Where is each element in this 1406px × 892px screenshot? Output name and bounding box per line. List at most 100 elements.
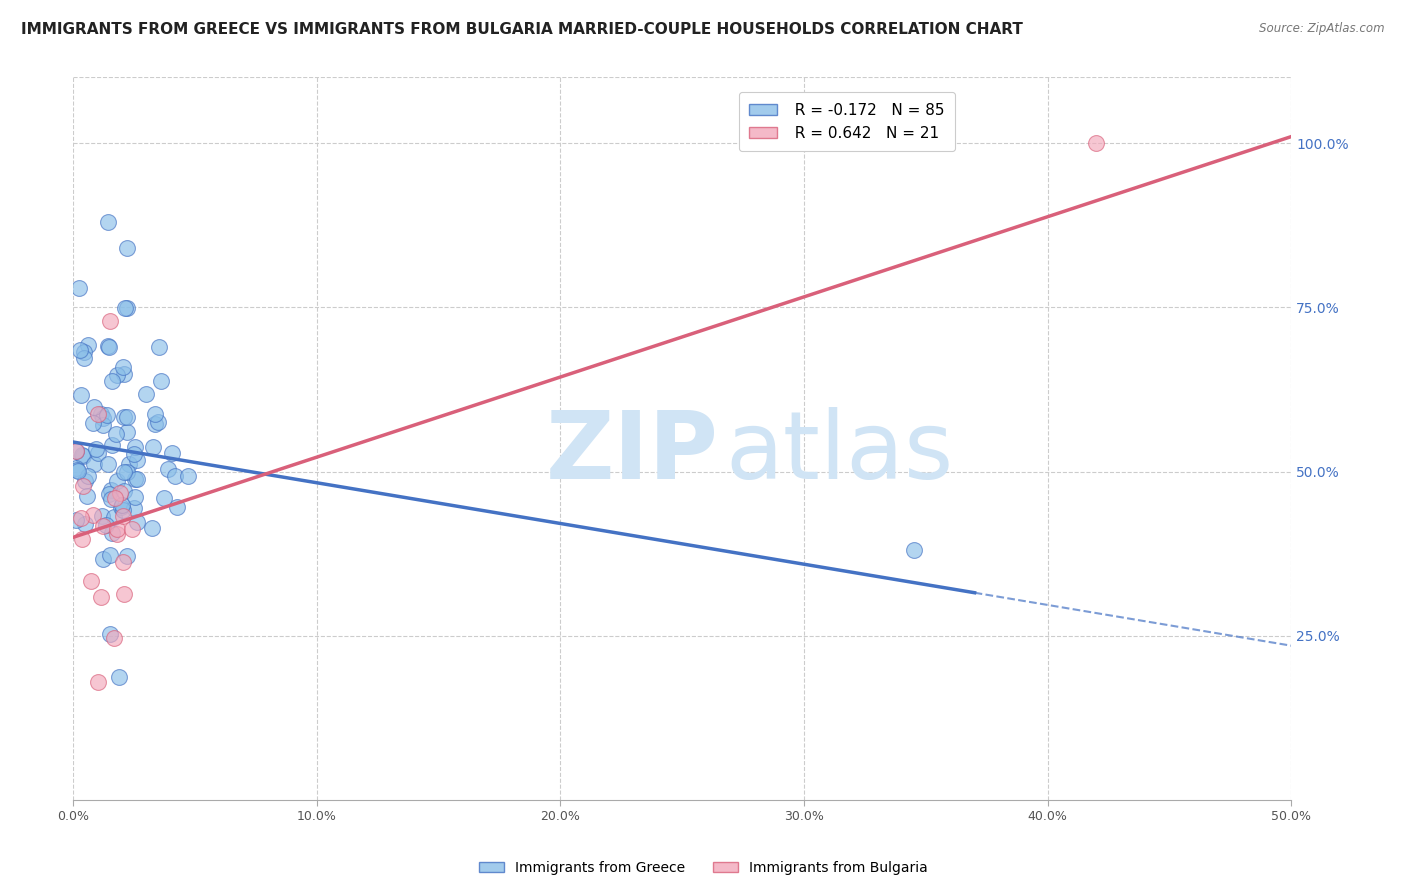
Point <box>98 548 121 562</box>
Point <box>163 468 186 483</box>
Point <box>110 500 132 514</box>
Point <box>70 388 93 402</box>
Point <box>100 491 122 506</box>
Point <box>148 340 170 354</box>
Point <box>65 444 87 458</box>
Point <box>124 447 146 461</box>
Point <box>84 442 107 457</box>
Point <box>82 508 104 523</box>
Point <box>1085 136 1108 150</box>
Point <box>112 483 135 498</box>
Point <box>124 490 146 504</box>
Point <box>101 525 124 540</box>
Point <box>105 522 128 536</box>
Point <box>97 340 120 354</box>
Point <box>117 425 139 440</box>
Text: ZIP: ZIP <box>546 408 718 500</box>
Point <box>127 515 149 529</box>
Point <box>77 338 100 352</box>
Point <box>124 472 146 486</box>
Point <box>148 415 170 429</box>
Point <box>121 523 143 537</box>
Point <box>91 411 114 425</box>
Point <box>122 500 145 515</box>
Point <box>100 374 122 388</box>
Point <box>166 500 188 514</box>
Point <box>105 526 128 541</box>
Point <box>72 448 94 462</box>
Point <box>80 574 103 589</box>
Point <box>97 215 120 229</box>
Point <box>142 440 165 454</box>
Point <box>91 551 114 566</box>
Point <box>98 487 121 501</box>
Point <box>75 516 97 531</box>
Point <box>97 457 120 471</box>
Point <box>112 465 135 479</box>
Text: IMMIGRANTS FROM GREECE VS IMMIGRANTS FROM BULGARIA MARRIED-COUPLE HOUSEHOLDS COR: IMMIGRANTS FROM GREECE VS IMMIGRANTS FRO… <box>21 22 1024 37</box>
Point <box>72 449 94 463</box>
Point <box>73 474 96 488</box>
Point <box>66 463 89 477</box>
Point <box>73 351 96 366</box>
Point <box>112 367 135 381</box>
Point <box>118 457 141 471</box>
Point <box>156 462 179 476</box>
Point <box>162 446 184 460</box>
Point <box>105 474 128 488</box>
Point <box>90 590 112 604</box>
Point <box>112 359 135 374</box>
Point <box>112 409 135 424</box>
Point <box>72 479 94 493</box>
Legend:   R = -0.172   N = 85,   R = 0.642   N = 21: R = -0.172 N = 85, R = 0.642 N = 21 <box>738 92 955 152</box>
Point <box>111 503 134 517</box>
Point <box>76 468 98 483</box>
Point <box>104 491 127 505</box>
Point <box>143 417 166 431</box>
Point <box>111 498 134 512</box>
Point <box>115 465 138 479</box>
Point <box>98 313 121 327</box>
Point <box>108 671 131 685</box>
Point <box>110 486 132 500</box>
Point <box>70 532 93 546</box>
Point <box>117 410 139 425</box>
Point <box>115 549 138 563</box>
Point <box>96 408 118 422</box>
Point <box>153 491 176 505</box>
Point <box>115 241 138 255</box>
Text: Source: ZipAtlas.com: Source: ZipAtlas.com <box>1260 22 1385 36</box>
Point <box>86 446 108 460</box>
Point <box>114 301 136 315</box>
Point <box>115 301 138 315</box>
Point <box>82 417 104 431</box>
Point <box>73 345 96 359</box>
Point <box>125 472 148 486</box>
Point <box>87 407 110 421</box>
Point <box>111 555 134 569</box>
Point <box>69 343 91 358</box>
Point <box>66 464 89 478</box>
Point <box>112 509 135 524</box>
Point <box>103 632 125 646</box>
Point <box>94 517 117 532</box>
Point <box>91 418 114 433</box>
Point <box>124 440 146 454</box>
Point <box>91 508 114 523</box>
Point <box>89 407 111 421</box>
Point <box>101 438 124 452</box>
Point <box>149 374 172 388</box>
Point <box>97 339 120 353</box>
Point <box>67 281 90 295</box>
Legend: Immigrants from Greece, Immigrants from Bulgaria: Immigrants from Greece, Immigrants from … <box>472 855 934 880</box>
Point <box>83 457 105 471</box>
Point <box>76 489 98 503</box>
Point <box>65 513 87 527</box>
Point <box>125 452 148 467</box>
Point <box>65 444 87 458</box>
Text: atlas: atlas <box>725 408 953 500</box>
Point <box>91 519 114 533</box>
Point <box>104 426 127 441</box>
Point <box>903 543 925 558</box>
Point <box>107 368 129 382</box>
